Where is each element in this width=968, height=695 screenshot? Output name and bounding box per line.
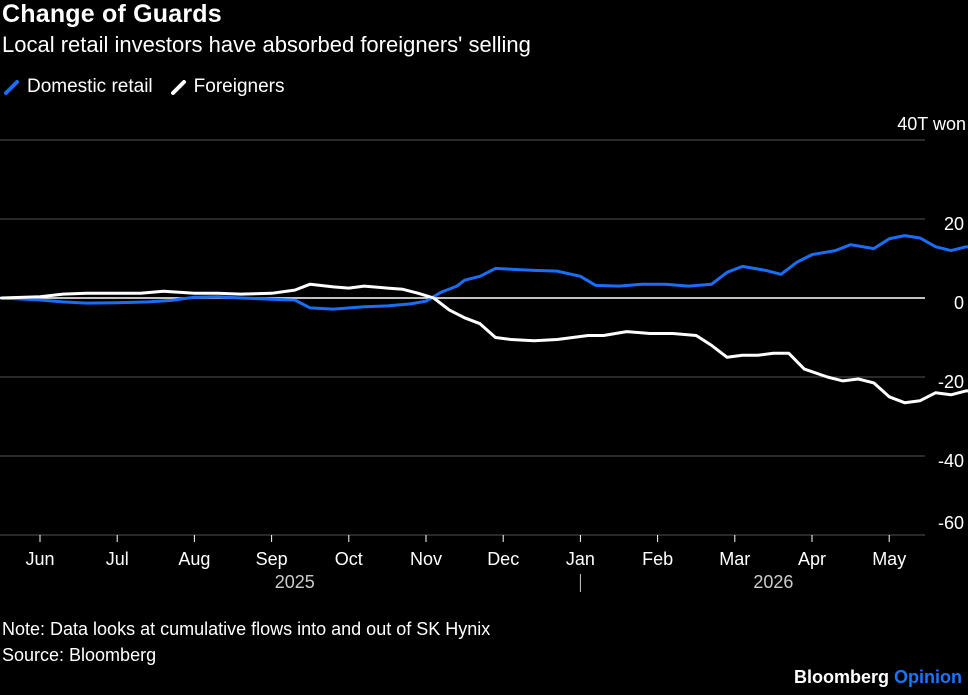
x-tick-label: Aug	[178, 549, 210, 569]
x-tick-label: May	[872, 549, 906, 569]
series-layer	[0, 234, 968, 405]
brand-opinion: Opinion	[894, 667, 962, 687]
legend-item-domestic: Domestic retail	[4, 76, 153, 98]
y-tick-label: -20	[938, 372, 964, 392]
chart-title: Change of Guards	[2, 0, 222, 28]
y-tick-label: -40	[938, 451, 964, 471]
legend-item-foreigners: Foreigners	[170, 76, 285, 98]
legend-label-foreigners: Foreigners	[193, 76, 285, 97]
legend-swatch-foreigners	[170, 79, 186, 95]
y-tick-label: -60	[938, 513, 964, 533]
x-tick-label: Apr	[798, 549, 826, 569]
brand-logo: Bloomberg Opinion	[794, 667, 962, 688]
x-tick-label: Dec	[487, 549, 519, 569]
line-chart: 20 0 -20 -40 -60 Jun Jul Aug Sep Oct Nov Dec Jan Feb M…	[0, 139, 968, 592]
x-tick-label: Nov	[410, 549, 442, 569]
legend-label-domestic: Domestic retail	[27, 76, 153, 97]
x-tick-label: Oct	[335, 549, 363, 569]
x-tick-label: Mar	[719, 549, 750, 569]
y-tick-label: 20	[944, 214, 964, 234]
chart-legend: Domestic retail Foreigners	[4, 76, 302, 98]
y-tick-label: 0	[954, 293, 964, 313]
x-tick-label: Jul	[106, 549, 129, 569]
x-year-label: 2025	[275, 572, 315, 592]
x-tick-label: Sep	[256, 549, 288, 569]
series-line-foreigners	[0, 282, 968, 405]
brand-main: Bloomberg	[793, 667, 889, 687]
y-axis-unit-label: 40T won	[897, 114, 966, 134]
series-line-domestic-retail	[0, 234, 968, 311]
grid-layer	[0, 139, 925, 536]
chart-note: Note: Data looks at cumulative flows int…	[2, 619, 491, 639]
legend-swatch-domestic	[4, 79, 19, 95]
axis-layer: 20 0 -20 -40 -60 Jun Jul Aug Sep Oct Nov Dec Jan Feb M…	[25, 214, 964, 592]
x-tick-label: Jun	[25, 549, 54, 569]
chart-source: Source: Bloomberg	[2, 645, 157, 665]
x-year-label: 2026	[753, 572, 793, 592]
chart-subtitle: Local retail investors have absorbed for…	[2, 32, 531, 57]
x-tick-label: Jan	[566, 549, 595, 569]
x-tick-label: Feb	[642, 549, 673, 569]
